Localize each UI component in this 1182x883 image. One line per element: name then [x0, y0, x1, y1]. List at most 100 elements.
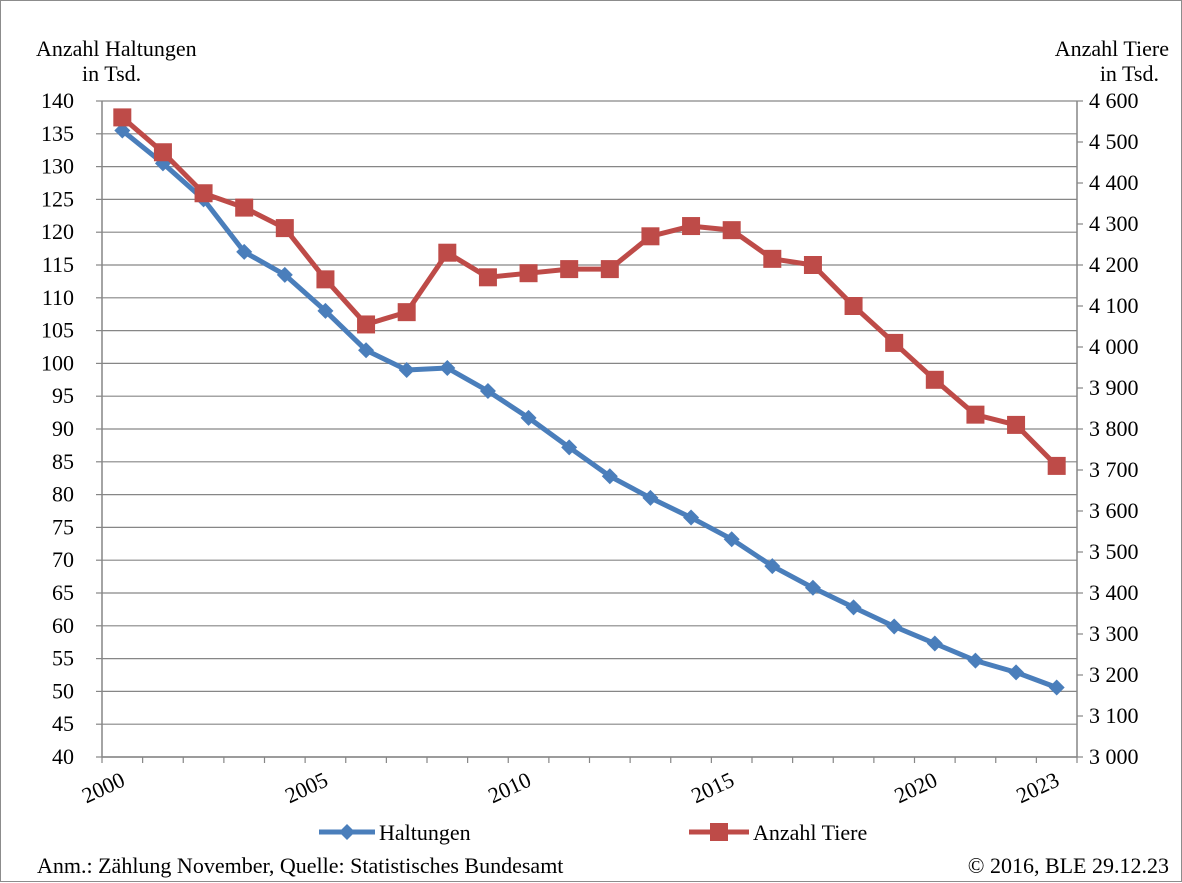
data-point: [844, 297, 863, 315]
data-point: [357, 315, 376, 334]
left-tick-label: 65: [52, 580, 74, 605]
data-point: [276, 266, 293, 283]
legend-marker-haltungen: [339, 824, 355, 840]
left-axis-ticks: 140 135 130 125 120 115 110 105 100 95 90 85 80 75 70 6…: [41, 88, 102, 769]
left-tick-label: 60: [52, 613, 74, 638]
x-tick-label: 2000: [78, 767, 128, 808]
data-point: [966, 405, 985, 424]
right-tick-label: 3 600: [1089, 498, 1139, 523]
right-tick-label: 3 500: [1089, 539, 1139, 564]
left-tick-label: 115: [42, 252, 74, 277]
data-point: [113, 108, 132, 127]
right-tick-label: 4 000: [1089, 334, 1139, 359]
data-point: [236, 243, 253, 260]
right-tick-label: 4 500: [1089, 129, 1139, 154]
data-point: [925, 370, 944, 389]
series-haltungen: [114, 122, 1065, 696]
source-note: Anm.: Zählung November, Quelle: Statisti…: [37, 853, 563, 878]
right-tick-label: 3 700: [1089, 457, 1139, 482]
legend-label-haltungen: Haltungen: [379, 820, 471, 845]
left-tick-label: 50: [52, 678, 74, 703]
data-point: [439, 359, 456, 376]
data-point: [722, 221, 741, 240]
left-tick-label: 110: [42, 285, 74, 310]
left-tick-label: 95: [52, 383, 74, 408]
data-point: [398, 361, 415, 378]
x-tick-label: 2023: [1012, 767, 1062, 808]
data-point: [561, 439, 578, 456]
data-point: [479, 382, 496, 399]
left-tick-label: 125: [41, 186, 74, 211]
right-tick-label: 4 200: [1089, 252, 1139, 277]
data-point: [1048, 679, 1065, 696]
left-axis-title-line2: in Tsd.: [82, 61, 141, 86]
data-point: [641, 227, 660, 246]
right-tick-label: 4 300: [1089, 211, 1139, 236]
data-point: [235, 198, 254, 217]
data-point: [926, 635, 943, 652]
data-point: [275, 219, 294, 238]
data-point: [1008, 664, 1025, 681]
data-point: [642, 489, 659, 506]
data-point: [114, 122, 131, 139]
data-point: [967, 652, 984, 669]
left-tick-label: 120: [41, 219, 74, 244]
x-tick-label: 2010: [484, 767, 534, 808]
x-tick-label: 2005: [281, 767, 331, 808]
left-tick-label: 105: [41, 318, 74, 343]
left-tick-label: 45: [52, 711, 74, 736]
data-point: [316, 270, 335, 289]
series-line: [120, 115, 1059, 468]
left-tick-label: 135: [41, 121, 74, 146]
right-tick-label: 3 900: [1089, 375, 1139, 400]
left-tick-label: 75: [52, 514, 74, 539]
data-point: [153, 143, 172, 162]
left-tick-label: 90: [52, 416, 74, 441]
x-axis-ticks: 2000 2005 2010 2015 2020 2023: [78, 757, 1078, 808]
left-tick-label: 80: [52, 482, 74, 507]
data-point: [397, 303, 416, 322]
left-tick-label: 40: [52, 744, 74, 769]
right-tick-label: 4 400: [1089, 170, 1139, 195]
copyright-note: © 2016, BLE 29.12.23: [968, 853, 1169, 878]
x-tick-label: 2020: [890, 767, 940, 808]
data-point: [803, 256, 822, 274]
data-point: [194, 184, 213, 203]
legend: Haltungen Anzahl Tiere: [319, 820, 867, 845]
right-tick-label: 3 100: [1089, 703, 1139, 728]
legend-label-anzahl-tiere: Anzahl Tiere: [753, 820, 867, 845]
legend-item-anzahl-tiere: Anzahl Tiere: [689, 820, 867, 845]
series-line: [120, 128, 1058, 690]
data-point: [885, 333, 904, 352]
data-point: [764, 558, 781, 575]
data-point: [519, 264, 538, 283]
left-tick-label: 130: [41, 154, 74, 179]
data-point: [682, 217, 701, 236]
right-tick-label: 4 600: [1089, 88, 1139, 113]
left-tick-label: 70: [52, 547, 74, 572]
data-point: [438, 243, 457, 262]
right-tick-label: 3 400: [1089, 580, 1139, 605]
series-layer: [113, 108, 1066, 696]
data-point: [683, 509, 700, 526]
left-tick-label: 55: [52, 646, 74, 671]
right-tick-label: 4 100: [1089, 293, 1139, 318]
data-point: [886, 618, 903, 635]
legend-marker-anzahl-tiere: [710, 823, 728, 841]
data-point: [560, 260, 579, 279]
right-axis-title-line1: Anzahl Tiere: [1055, 36, 1169, 61]
data-point: [317, 302, 334, 319]
data-point: [358, 342, 375, 359]
x-tick-label: 2015: [687, 767, 737, 808]
data-point: [1047, 456, 1066, 475]
right-tick-label: 3 300: [1089, 621, 1139, 646]
series-anzahl-tiere: [113, 108, 1066, 475]
right-tick-label: 3 200: [1089, 662, 1139, 687]
left-tick-label: 85: [52, 449, 74, 474]
data-point: [600, 260, 619, 279]
right-axis-ticks: 4 600 4 500 4 400 4 300 4 200 4 100 4 000 3 900…: [1077, 88, 1139, 769]
legend-item-haltungen: Haltungen: [319, 820, 471, 845]
data-point: [1007, 415, 1026, 434]
data-point: [601, 468, 618, 485]
